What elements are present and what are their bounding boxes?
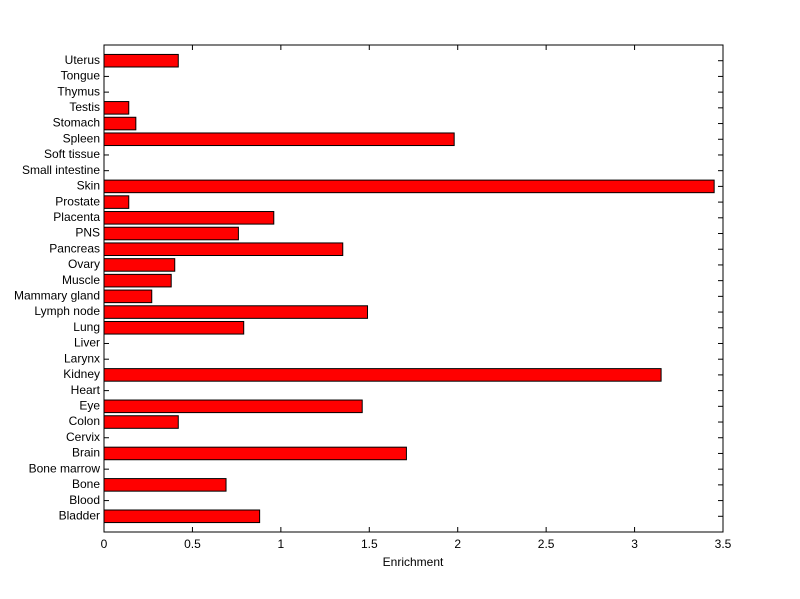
x-axis-label: Enrichment [383,555,444,569]
x-tick-label: 0 [101,537,108,551]
x-tick-label: 1 [278,537,285,551]
y-tick-label: Liver [74,336,100,350]
bar [103,305,369,319]
y-tick-label: Soft tissue [44,147,100,161]
y-tick-label: Testis [69,100,100,114]
y-tick-label: Uterus [65,53,100,67]
y-tick-label: Cervix [66,430,100,444]
bar [103,132,455,147]
bar [103,101,130,115]
bar [103,179,715,194]
x-tick-label: 3 [631,537,638,551]
y-tick-label: Bladder [59,508,100,522]
y-tick-label: Stomach [53,116,100,130]
y-tick-label: Bone [72,477,100,491]
x-tick-label: 1.5 [361,537,378,551]
y-tick-label: Prostate [55,194,100,208]
bar [103,399,363,414]
x-tick-label: 2.5 [538,537,555,551]
bar [103,53,179,68]
bar [103,509,261,524]
bar [103,195,130,209]
y-tick-label: Tongue [61,69,101,83]
y-tick-label: Heart [71,383,101,397]
y-tick-label: Muscle [62,273,100,287]
y-tick-label: Mammary gland [14,289,100,303]
y-tick-label: Small intestine [22,163,100,177]
y-tick-label: PNS [75,226,100,240]
bar [103,273,172,288]
bar [103,116,137,131]
x-tick-label: 2 [454,537,461,551]
bar [103,242,344,257]
bar [103,320,245,335]
y-tick-label: Eye [79,398,100,412]
bar [103,211,275,225]
bar [103,368,662,382]
y-tick-label: Thymus [57,84,100,98]
x-tick-label: 0.5 [184,537,201,551]
bar [103,289,153,304]
y-tick-label: Larynx [64,351,100,365]
y-tick-label: Bone marrow [29,461,101,475]
bar [103,415,179,429]
bar [103,226,239,241]
y-tick-label: Colon [69,414,100,428]
y-tick-label: Brain [72,446,100,460]
y-tick-label: Lung [73,320,100,334]
bar [103,478,227,492]
y-tick-label: Ovary [68,257,100,271]
y-tick-label: Kidney [63,367,100,381]
y-tick-label: Pancreas [49,241,100,255]
x-tick-label: 3.5 [715,537,732,551]
y-tick-label: Blood [69,493,100,507]
y-tick-label: Spleen [63,131,100,145]
bar [103,446,407,461]
y-tick-label: Skin [77,179,100,193]
y-tick-label: Lymph node [34,304,100,318]
bar [103,258,176,272]
y-tick-label: Placenta [53,210,100,224]
